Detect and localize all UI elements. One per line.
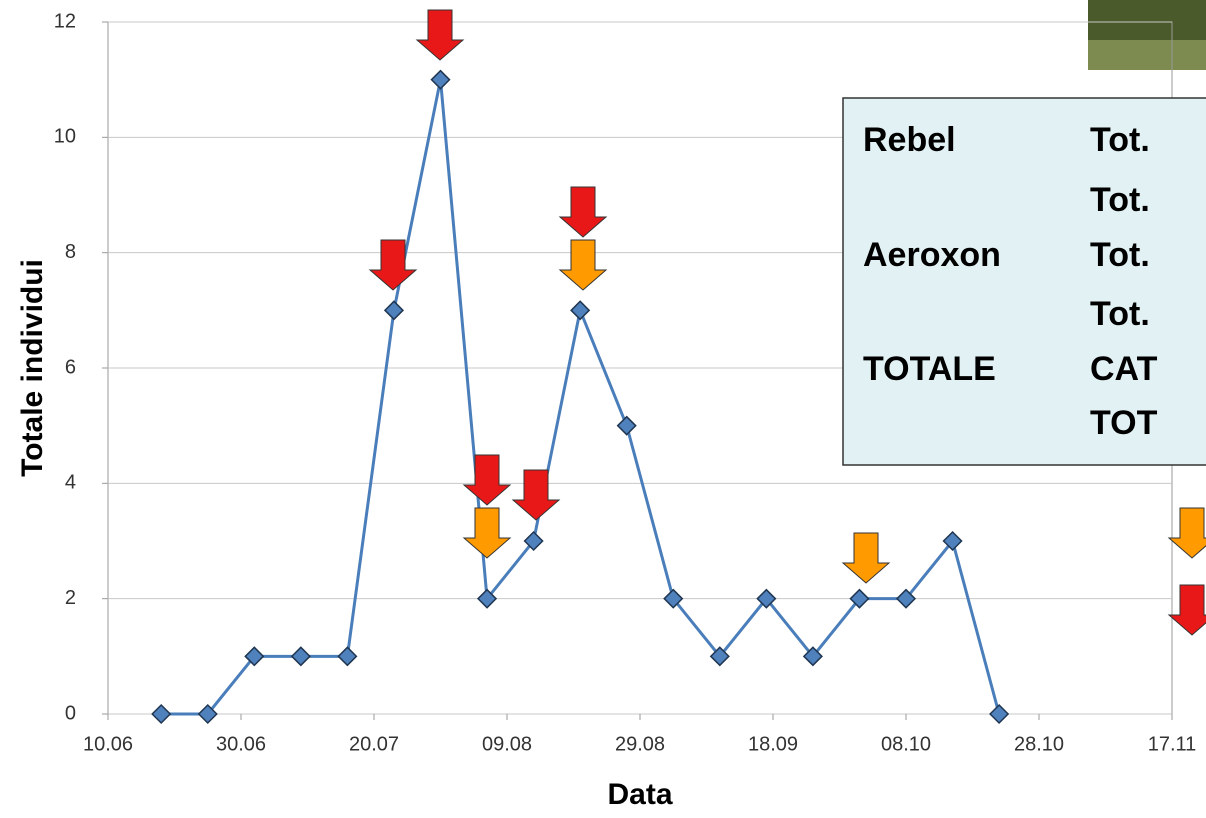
- y-tick-label: 12: [54, 10, 76, 32]
- point: [152, 705, 170, 723]
- x-tick-label: 28.10: [1014, 733, 1064, 755]
- arrow: [513, 470, 559, 520]
- x-axis-title: Data: [607, 778, 672, 811]
- arrow: [1169, 585, 1206, 635]
- point: [432, 71, 450, 89]
- box-value: Tot.: [1090, 181, 1150, 219]
- box-value: Tot.: [1090, 236, 1150, 274]
- y-tick-label: 0: [65, 702, 76, 724]
- arrow: [560, 240, 606, 290]
- arrow: [417, 10, 463, 60]
- arrow: [370, 240, 416, 290]
- arrow: [464, 455, 510, 505]
- y-tick-label: 10: [54, 126, 76, 148]
- box-value: TOT: [1090, 404, 1158, 442]
- box-value: CAT: [1090, 350, 1158, 388]
- point: [385, 301, 403, 319]
- x-tick-label: 18.09: [748, 733, 798, 755]
- arrow: [1169, 508, 1206, 558]
- box-value: Tot.: [1090, 121, 1150, 159]
- arrow: [843, 533, 889, 583]
- chart: Data Totale individui 0 2 4 6 8 10 12 10.06 30.0…: [0, 0, 1206, 818]
- y-tick-label: 6: [65, 356, 76, 378]
- x-tick-label: 09.08: [482, 733, 532, 755]
- point: [338, 647, 356, 665]
- x-tick-label: 08.10: [881, 733, 931, 755]
- box-value: Tot.: [1090, 295, 1150, 333]
- x-tick-label: 10.06: [83, 733, 133, 755]
- box-label: TOTALE: [863, 350, 996, 388]
- arrow: [464, 508, 510, 558]
- x-tick-label: 30.06: [216, 733, 266, 755]
- point: [618, 417, 636, 435]
- page: Data Totale individui 0 2 4 6 8 10 12 10.06 30.0…: [0, 0, 1206, 818]
- x-tick-label: 29.08: [615, 733, 665, 755]
- y-axis-title: Totale individui: [16, 259, 49, 477]
- box-label: Aeroxon: [863, 236, 1001, 274]
- x-tick-label: 17.11: [1148, 733, 1197, 755]
- photo-detail: [1088, 40, 1206, 70]
- point: [571, 301, 589, 319]
- y-tick-label: 2: [65, 587, 76, 609]
- arrow: [560, 187, 606, 237]
- box-label: Rebel: [863, 121, 956, 159]
- point: [990, 705, 1008, 723]
- point: [292, 647, 310, 665]
- x-tick-label: 20.07: [349, 733, 399, 755]
- y-tick-label: 4: [65, 472, 76, 494]
- y-tick-label: 8: [65, 241, 76, 263]
